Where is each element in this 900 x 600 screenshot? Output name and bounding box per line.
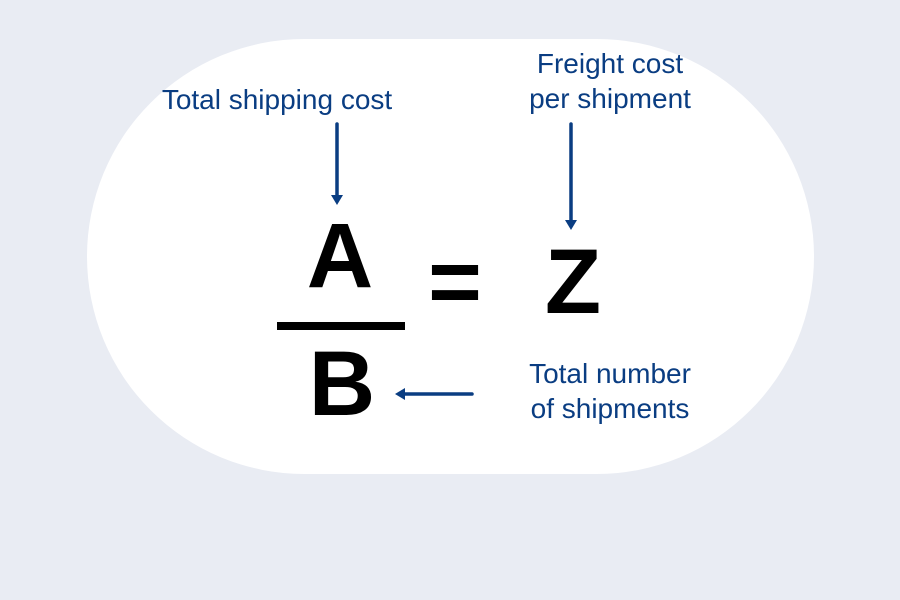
label-total-number-of-shipments: Total number of shipments xyxy=(470,356,750,426)
formula-denominator-b: B xyxy=(297,338,387,430)
arrow-to-b xyxy=(379,378,488,410)
formula-numerator-a: A xyxy=(295,210,385,302)
diagram-canvas: Total shipping cost Freight cost per shi… xyxy=(0,0,900,600)
formula-fraction-bar xyxy=(277,322,405,330)
label-total-shipping-cost: Total shipping cost xyxy=(137,82,417,117)
label-freight-cost-per-shipment: Freight cost per shipment xyxy=(470,46,750,116)
formula-result-z: Z xyxy=(528,236,618,328)
arrow-to-z xyxy=(555,108,587,246)
formula-equals: = xyxy=(420,236,490,328)
